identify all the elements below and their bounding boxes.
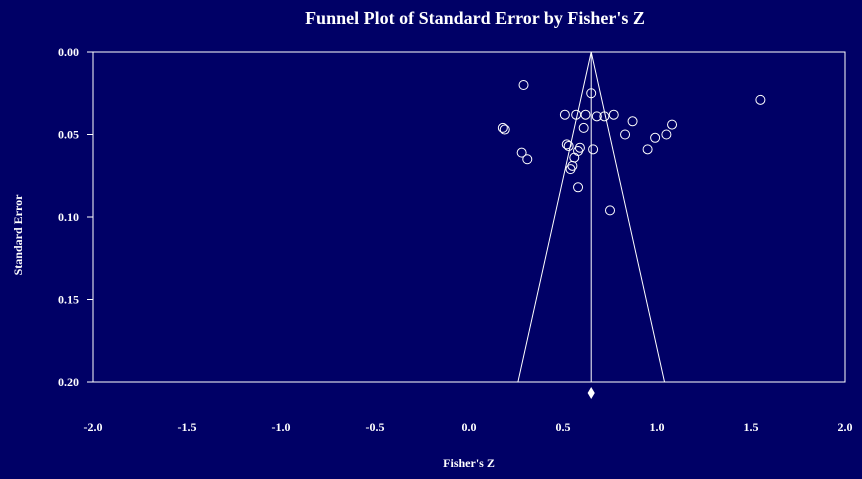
y-tick-label: 0.05 — [58, 128, 79, 142]
x-axis-label: Fisher's Z — [443, 456, 495, 470]
plot-area-frame — [92, 51, 846, 383]
data-point — [563, 141, 574, 152]
funnel-right-line — [590, 51, 666, 383]
x-tick-label: 1.0 — [650, 420, 665, 434]
data-point — [586, 88, 597, 99]
data-point — [574, 142, 585, 153]
data-point — [561, 139, 572, 150]
chart-title: Funnel Plot of Standard Error by Fisher'… — [305, 8, 645, 28]
data-point — [642, 144, 653, 155]
data-point — [522, 154, 533, 165]
x-tick-label: 1.5 — [744, 420, 759, 434]
funnel-left-line — [517, 51, 592, 383]
x-tick-label: 0.0 — [462, 420, 477, 434]
data-point — [518, 80, 529, 90]
data-point — [650, 132, 661, 143]
data-point — [565, 164, 576, 175]
x-tick-label: -2.0 — [84, 420, 103, 434]
data-point — [578, 122, 589, 133]
data-point — [591, 111, 602, 122]
data-point — [620, 129, 631, 140]
x-axis-ticks: -2.0 -1.5 -1.0 -0.5 0.0 0.5 1.0 1.5 2.0 — [84, 420, 853, 434]
data-point — [608, 109, 619, 120]
data-point — [580, 109, 591, 120]
data-point — [573, 182, 584, 193]
data-point — [588, 144, 599, 155]
data-point — [667, 119, 678, 130]
data-point — [497, 122, 508, 133]
data-point — [559, 109, 570, 120]
data-point — [516, 147, 527, 158]
x-tick-label: -0.5 — [366, 420, 385, 434]
y-axis-ticks: 0.00 0.05 0.10 0.15 0.20 — [58, 45, 93, 389]
data-point — [573, 146, 584, 156]
data-point — [499, 124, 510, 135]
data-point — [627, 116, 638, 127]
data-point — [567, 160, 578, 171]
x-tick-label: -1.5 — [178, 420, 197, 434]
y-axis-label: Standard Error — [11, 194, 25, 275]
summary-effect-diamond — [587, 387, 595, 399]
x-tick-label: 2.0 — [838, 420, 853, 434]
data-point — [605, 205, 615, 216]
data-point — [599, 111, 610, 122]
y-tick-label: 0.20 — [58, 375, 79, 389]
data-points — [497, 80, 766, 216]
y-tick-label: 0.15 — [58, 293, 79, 307]
y-tick-label: 0.10 — [58, 210, 79, 224]
data-point — [661, 129, 672, 140]
data-point — [569, 152, 580, 163]
data-point — [755, 94, 766, 105]
x-tick-label: 0.5 — [556, 420, 571, 434]
y-tick-label: 0.00 — [58, 45, 79, 59]
funnel-lines — [517, 51, 666, 399]
x-tick-label: -1.0 — [272, 420, 291, 434]
